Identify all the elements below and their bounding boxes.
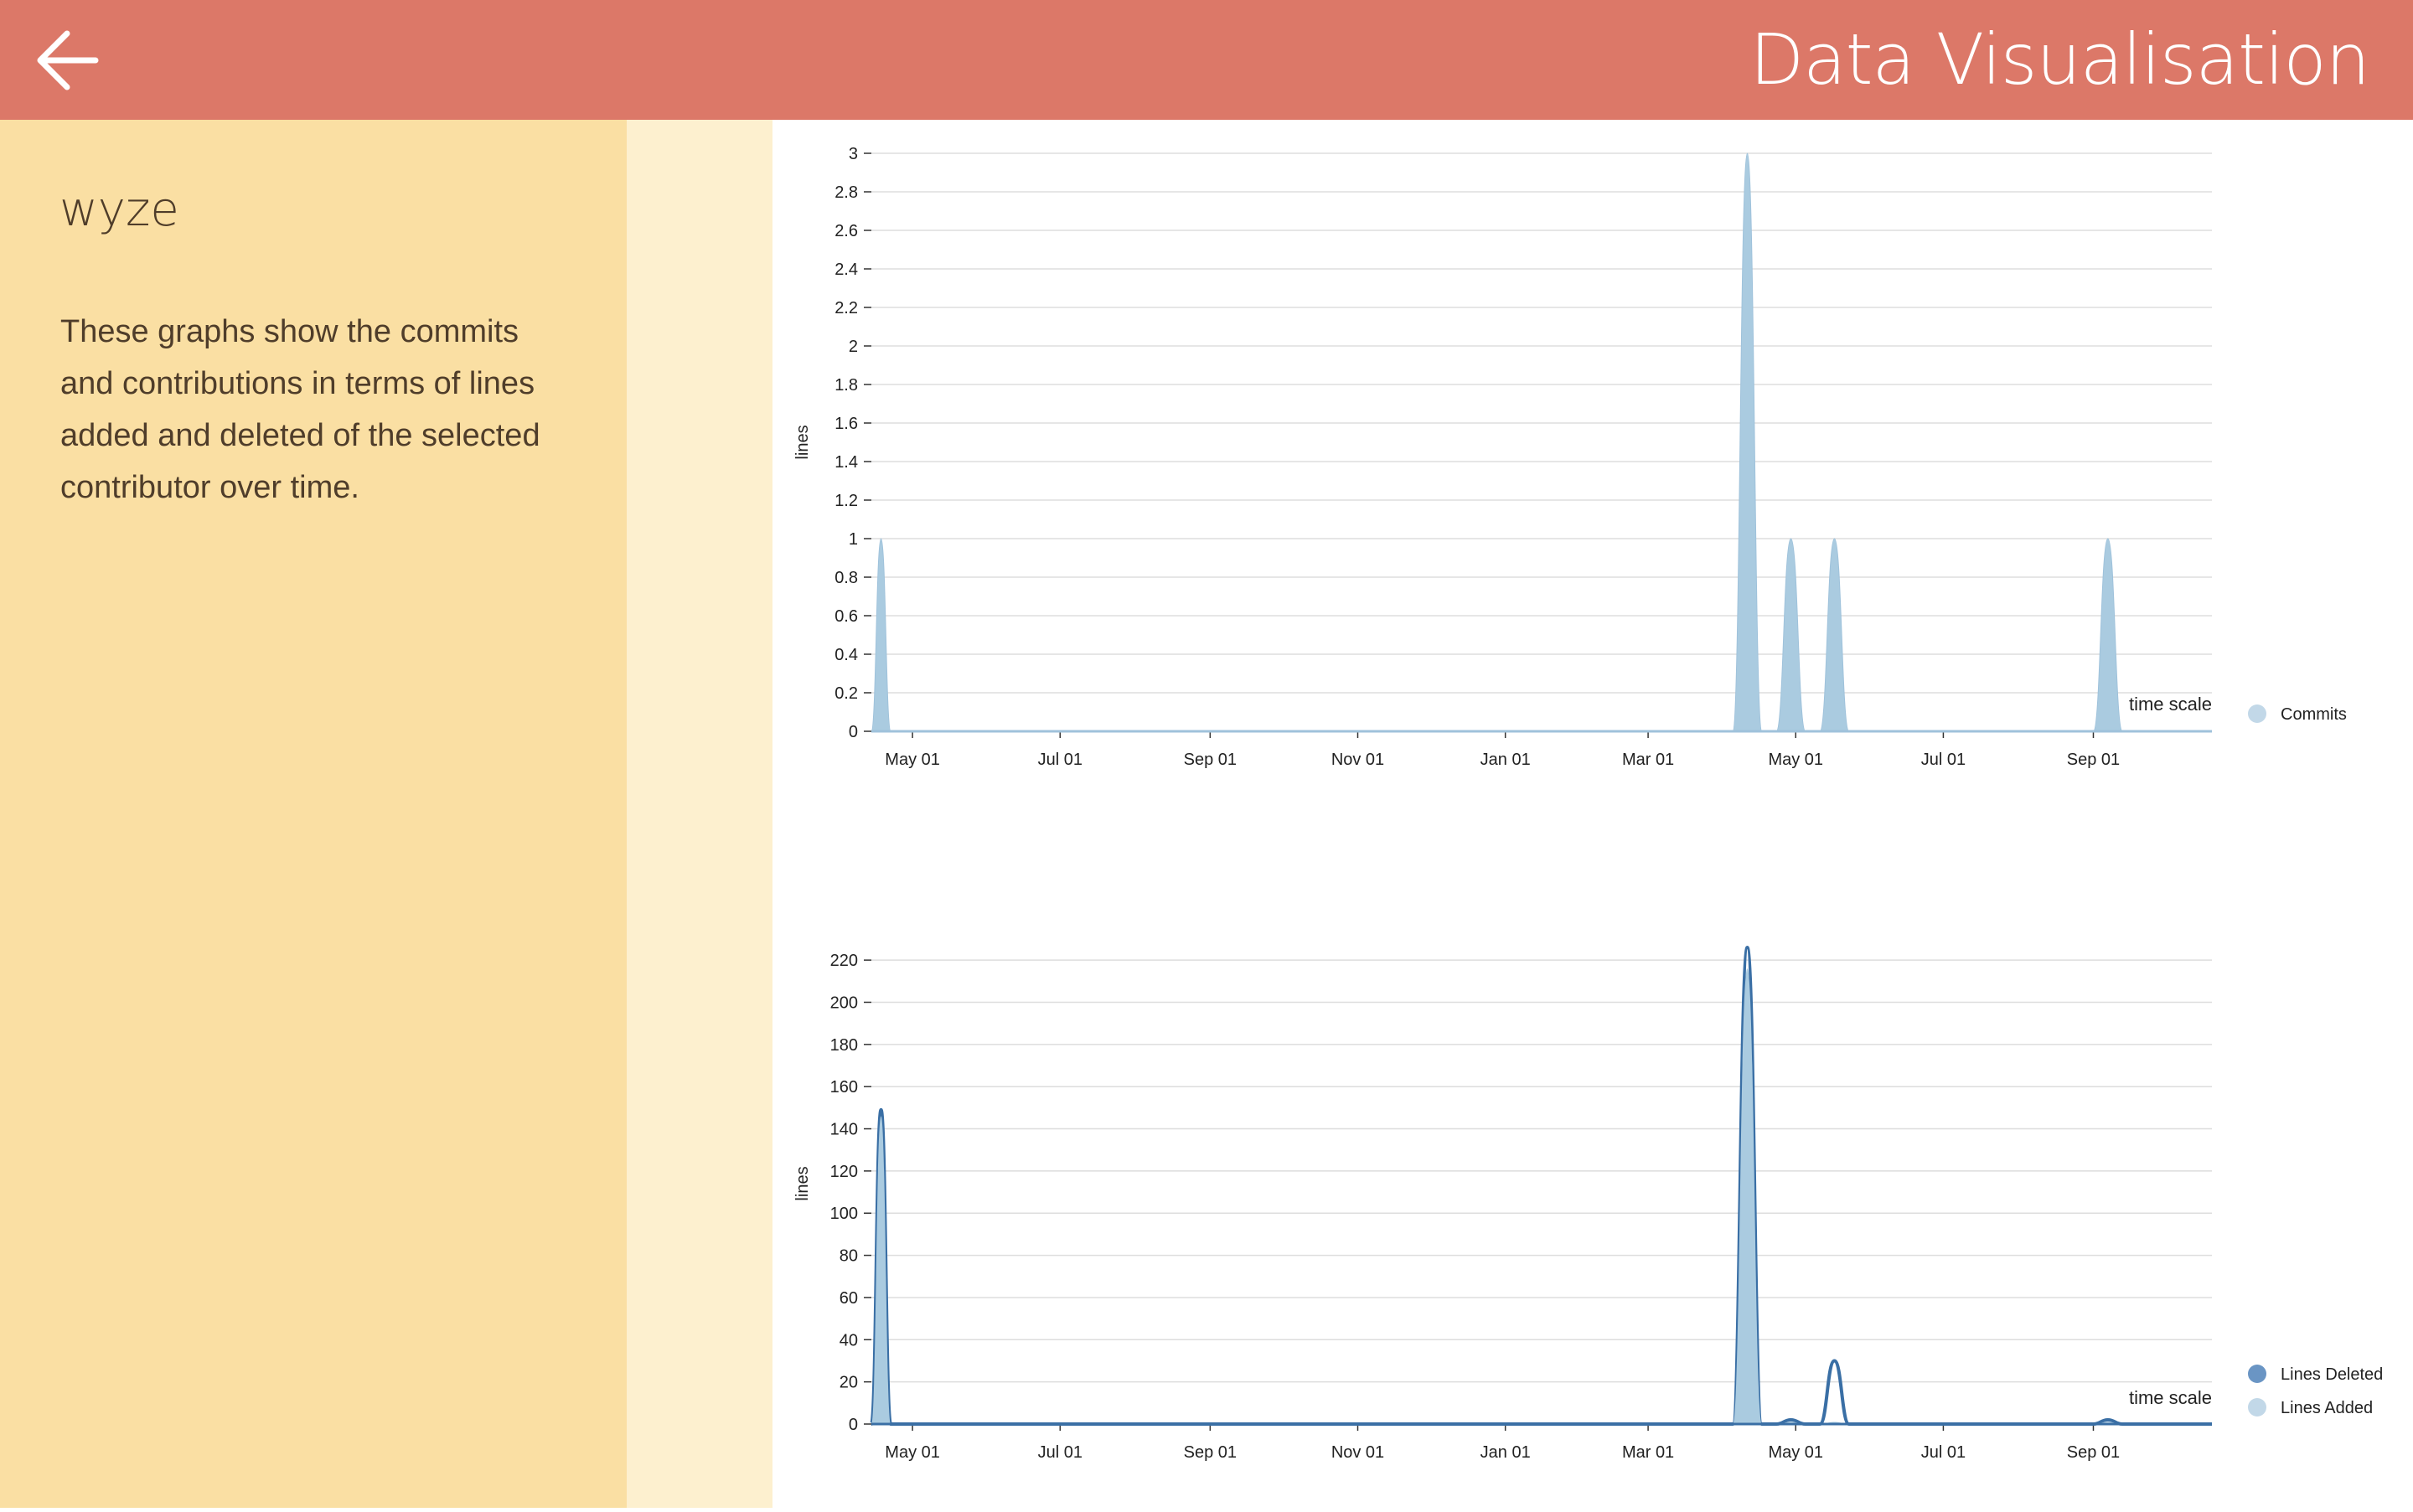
page-title: Data Visualisation (1749, 18, 2370, 101)
legend-swatch (2248, 1365, 2266, 1383)
y-tick-label: 0 (849, 723, 858, 741)
chart-2: 0 20 40 60 80 100 120 140 160 180 200 220 May 01 Jul … (793, 946, 2383, 1462)
y-tick-label: 160 (830, 1078, 858, 1097)
x-tick-label: Jan 01 (1480, 1443, 1531, 1462)
app-header: Data Visualisation (0, 0, 2413, 120)
x-tick-label: May 01 (1768, 751, 1823, 769)
y-tick-label: 1.4 (834, 453, 858, 472)
x-tick-label: Jul 01 (1038, 1443, 1082, 1462)
y-tick-label: 2.2 (834, 299, 858, 317)
x-tick-label: Nov 01 (1331, 1443, 1384, 1462)
x-tick-label: May 01 (1768, 1443, 1823, 1462)
charts-canvas: 0 0.2 0.4 0.6 0.8 1 1.2 1.4 1.6 1.8 2 2.2 2.4 2.6 2.8 3… (793, 145, 2383, 1462)
x-tick-label: Jul 01 (1921, 1443, 1966, 1462)
y-axis-label: lines (793, 1166, 812, 1200)
y-tick-label: 0.2 (834, 684, 858, 703)
sidebar-description: These graphs show the commits and contri… (60, 314, 540, 505)
sidebar (0, 120, 627, 1508)
x-axis-label: time scale (2129, 694, 2212, 715)
sidebar-divider-strip (627, 120, 772, 1508)
arrow-left-icon (37, 30, 99, 90)
legend-swatch (2248, 704, 2266, 723)
chart-1: 0 0.2 0.4 0.6 0.8 1 1.2 1.4 1.6 1.8 2 2.2 2.4 2.6 2.8 3… (793, 145, 2347, 769)
y-tick-label: 80 (840, 1247, 858, 1266)
legend-swatch (2248, 1398, 2266, 1417)
y-tick-label: 140 (830, 1121, 858, 1139)
x-tick-label: Nov 01 (1331, 751, 1384, 769)
y-tick-label: 2 (849, 338, 858, 356)
y-tick-label: 180 (830, 1036, 858, 1055)
x-tick-label: Sep 01 (2067, 1443, 2120, 1462)
x-tick-label: Jan 01 (1480, 751, 1531, 769)
legend-label: Lines Added (2281, 1399, 2373, 1417)
y-tick-label: 3 (849, 145, 858, 163)
legend-label: Lines Deleted (2281, 1365, 2383, 1384)
chart-area: 0 0.2 0.4 0.6 0.8 1 1.2 1.4 1.6 1.8 2 2.2 2.4 2.6 2.8 3… (772, 120, 2413, 1508)
series-area-lines-added (871, 968, 2212, 1424)
series-area-commits (871, 152, 2212, 732)
y-tick-label: 1.6 (834, 415, 858, 433)
x-tick-label: Mar 01 (1622, 1443, 1674, 1462)
y-tick-label: 20 (840, 1374, 858, 1392)
legend-label: Commits (2281, 705, 2347, 724)
y-tick-label: 0.4 (834, 646, 858, 664)
x-tick-label: Sep 01 (2067, 751, 2120, 769)
y-axis-label: lines (793, 425, 812, 459)
x-tick-label: Mar 01 (1622, 751, 1674, 769)
x-axis-label: time scale (2129, 1387, 2212, 1408)
y-tick-label: 0 (849, 1416, 858, 1434)
y-tick-label: 120 (830, 1163, 858, 1181)
y-tick-label: 1 (849, 530, 858, 549)
y-tick-label: 200 (830, 993, 858, 1012)
y-tick-label: 220 (830, 952, 858, 970)
y-tick-label: 0.6 (834, 607, 858, 626)
x-tick-label: Jul 01 (1038, 751, 1082, 769)
y-tick-label: 2.6 (834, 222, 858, 240)
y-tick-label: 60 (840, 1289, 858, 1308)
back-button[interactable] (30, 23, 114, 97)
y-tick-label: 0.8 (834, 569, 858, 587)
x-tick-label: Jul 01 (1921, 751, 1966, 769)
series-line-lines-deleted (870, 946, 2212, 1427)
y-tick-label: 1.8 (834, 376, 858, 395)
x-tick-label: May 01 (885, 1443, 940, 1462)
x-tick-label: Sep 01 (1184, 1443, 1237, 1462)
y-tick-label: 40 (840, 1331, 858, 1349)
y-tick-label: 2.8 (834, 183, 858, 202)
y-tick-label: 1.2 (834, 492, 858, 510)
repo-name: wyze (59, 183, 179, 237)
y-tick-label: 100 (830, 1205, 858, 1223)
y-tick-label: 2.4 (834, 261, 858, 279)
x-tick-label: May 01 (885, 751, 940, 769)
x-tick-label: Sep 01 (1184, 751, 1237, 769)
